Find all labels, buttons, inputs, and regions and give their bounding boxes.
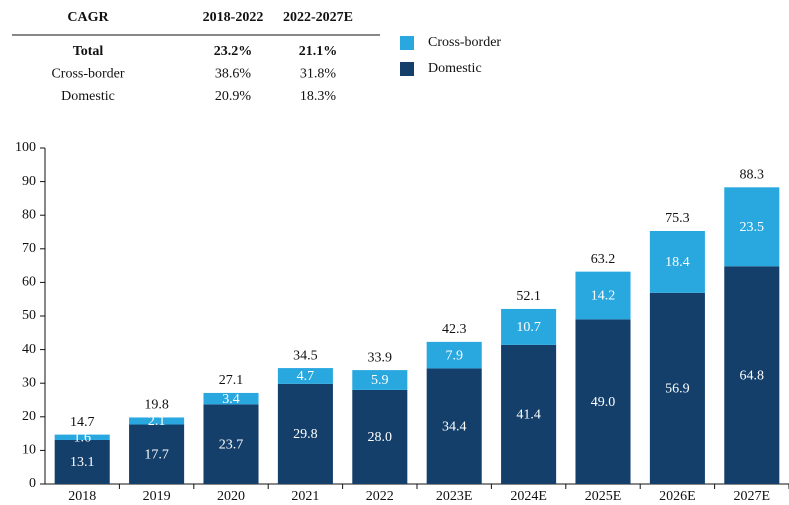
bar-segment <box>54 439 110 484</box>
table-header: 2018-2022 <box>203 10 264 25</box>
total-label: 42.3 <box>442 322 467 337</box>
x-tick-label: 2026E <box>659 489 696 504</box>
x-tick-label: 2024E <box>510 489 547 504</box>
y-tick-label: 50 <box>22 308 36 323</box>
table-cell: Domestic <box>61 89 115 104</box>
data-label: 56.9 <box>665 382 690 397</box>
total-label: 27.1 <box>219 373 244 388</box>
x-tick-label: 2022 <box>366 489 394 504</box>
data-label: 34.4 <box>442 419 467 434</box>
bar-segment <box>129 424 185 484</box>
y-tick-label: 100 <box>15 140 36 155</box>
x-tick-label: 2023E <box>436 489 473 504</box>
legend-swatch <box>400 62 414 76</box>
data-label: 2.1 <box>148 414 166 429</box>
data-label: 18.4 <box>665 255 690 270</box>
data-label: 49.0 <box>591 395 616 410</box>
bar-segment <box>203 392 259 405</box>
table-cell: 23.2% <box>214 44 253 59</box>
table-cell: 20.9% <box>215 89 252 104</box>
bar-segment <box>575 319 631 484</box>
data-label: 3.4 <box>222 392 240 407</box>
bar-segment <box>724 266 780 484</box>
bar-segment <box>724 187 780 267</box>
bar-segment <box>649 292 705 484</box>
x-tick-label: 2025E <box>585 489 622 504</box>
y-tick-label: 70 <box>22 241 36 256</box>
data-label: 7.9 <box>445 348 463 363</box>
legend-swatch <box>400 36 414 50</box>
x-tick-label: 2027E <box>734 489 771 504</box>
data-label: 5.9 <box>371 373 389 388</box>
bar-segment <box>501 344 557 484</box>
data-label: 1.6 <box>73 431 91 446</box>
data-label: 13.1 <box>70 455 95 470</box>
bar-segment <box>352 370 408 390</box>
bar-segment <box>277 383 333 484</box>
table-header: 2022-2027E <box>283 10 353 25</box>
y-tick-label: 20 <box>22 409 36 424</box>
x-tick-label: 2018 <box>68 489 96 504</box>
total-label: 33.9 <box>368 350 393 365</box>
total-label: 75.3 <box>665 211 690 226</box>
data-label: 23.7 <box>219 437 244 452</box>
data-label: 23.5 <box>740 220 765 235</box>
table-cell: 18.3% <box>300 89 337 104</box>
table-cell: Total <box>73 44 104 59</box>
x-tick-label: 2019 <box>143 489 171 504</box>
bar-segment <box>426 368 482 484</box>
table-cell: 31.8% <box>300 67 337 82</box>
y-tick-label: 40 <box>22 342 36 357</box>
total-label: 88.3 <box>740 168 765 183</box>
data-label: 28.0 <box>368 430 393 445</box>
bar-segment <box>129 417 185 425</box>
x-tick-label: 2021 <box>291 489 319 504</box>
bar-segment <box>649 230 705 293</box>
data-label: 29.8 <box>293 427 318 442</box>
data-label: 41.4 <box>516 408 541 423</box>
bar-segment <box>277 368 333 384</box>
total-label: 63.2 <box>591 252 616 267</box>
y-tick-label: 10 <box>22 443 36 458</box>
table-cell: 38.6% <box>215 67 252 82</box>
table-cell: Cross-border <box>51 67 124 82</box>
data-label: 64.8 <box>740 368 765 383</box>
bar-segment <box>426 341 482 369</box>
bar-segment <box>203 404 259 484</box>
total-label: 52.1 <box>516 289 541 304</box>
table-cell: 21.1% <box>299 44 338 59</box>
bar-segment <box>575 271 631 320</box>
data-label: 14.2 <box>591 289 616 304</box>
bar-segment <box>352 389 408 484</box>
legend-label: Domestic <box>428 61 482 76</box>
table-header: CAGR <box>67 10 109 25</box>
total-label: 34.5 <box>293 348 318 363</box>
y-tick-label: 90 <box>22 174 36 189</box>
data-label: 4.7 <box>297 369 315 384</box>
data-label: 17.7 <box>144 447 169 462</box>
x-tick-label: 2020 <box>217 489 245 504</box>
y-tick-label: 60 <box>22 275 36 290</box>
total-label: 19.8 <box>144 398 169 413</box>
legend-label: Cross-border <box>428 35 501 50</box>
y-tick-label: 80 <box>22 207 36 222</box>
bar-segment <box>54 434 110 440</box>
y-tick-label: 0 <box>29 476 36 491</box>
total-label: 14.7 <box>70 415 95 430</box>
bar-segment <box>501 308 557 345</box>
data-label: 10.7 <box>516 320 541 335</box>
y-tick-label: 30 <box>22 375 36 390</box>
